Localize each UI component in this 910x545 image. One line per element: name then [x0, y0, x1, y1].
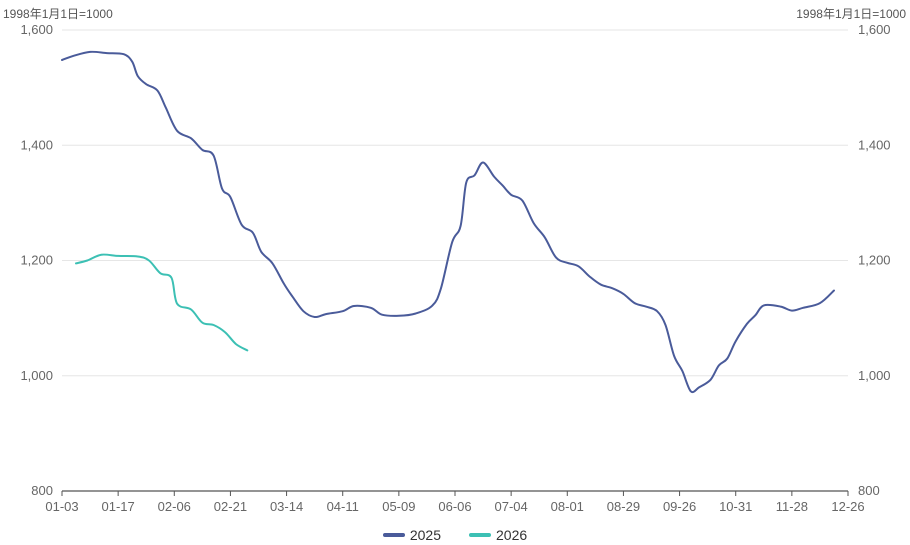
x-tick-label: 01-17 — [102, 499, 135, 514]
x-tick-label: 02-21 — [214, 499, 247, 514]
x-tick-label: 06-06 — [438, 499, 471, 514]
y-tick-label-right: 1,600 — [858, 22, 891, 37]
legend-swatch — [382, 533, 405, 537]
x-tick-label: 08-29 — [607, 499, 640, 514]
y-tick-label-right: 1,000 — [858, 368, 891, 383]
left-axis-unit-label: 1998年1月1日=1000 — [3, 7, 113, 21]
y-tick-label-right: 1,200 — [858, 253, 891, 268]
x-tick-label: 07-04 — [495, 499, 528, 514]
legend-item-2026[interactable]: 2026 — [469, 527, 527, 543]
y-tick-label-left: 800 — [31, 483, 53, 498]
x-tick-label: 08-01 — [551, 499, 584, 514]
x-tick-label: 11-28 — [776, 499, 808, 514]
y-tick-label-right: 1,400 — [858, 137, 891, 152]
series-line-2025 — [61, 50, 835, 394]
line-chart: 800 800 1,000 1,000 1,200 1,200 1,400 1,400 1,60… — [20, 22, 891, 514]
legend-label: 2026 — [496, 527, 528, 543]
right-axis-unit-label: 1998年1月1日=1000 — [796, 7, 906, 21]
x-tick-label: 10-31 — [719, 499, 752, 514]
y-tick-label-left: 1,000 — [20, 368, 53, 383]
series-line-2026 — [75, 253, 249, 352]
legend-swatch — [469, 533, 491, 537]
y-tick-label-left: 1,600 — [20, 22, 53, 37]
legend-label: 2025 — [409, 527, 441, 543]
y-tick-label-left: 1,200 — [20, 253, 53, 268]
legend-item-2025[interactable]: 2025 — [382, 527, 441, 543]
x-tick-label: 05-09 — [382, 499, 415, 514]
y-tick-label-right: 800 — [858, 483, 880, 498]
x-tick-label: 02-06 — [158, 499, 191, 514]
x-tick-label: 12-26 — [831, 499, 864, 514]
x-tick-label: 03-14 — [270, 499, 303, 514]
x-tick-label: 01-03 — [45, 499, 78, 514]
x-tick-label: 04-11 — [327, 499, 359, 514]
y-tick-label-left: 1,400 — [20, 137, 53, 152]
x-tick-label: 09-26 — [663, 499, 696, 514]
chart-legend: 2025 2026 — [0, 524, 910, 543]
